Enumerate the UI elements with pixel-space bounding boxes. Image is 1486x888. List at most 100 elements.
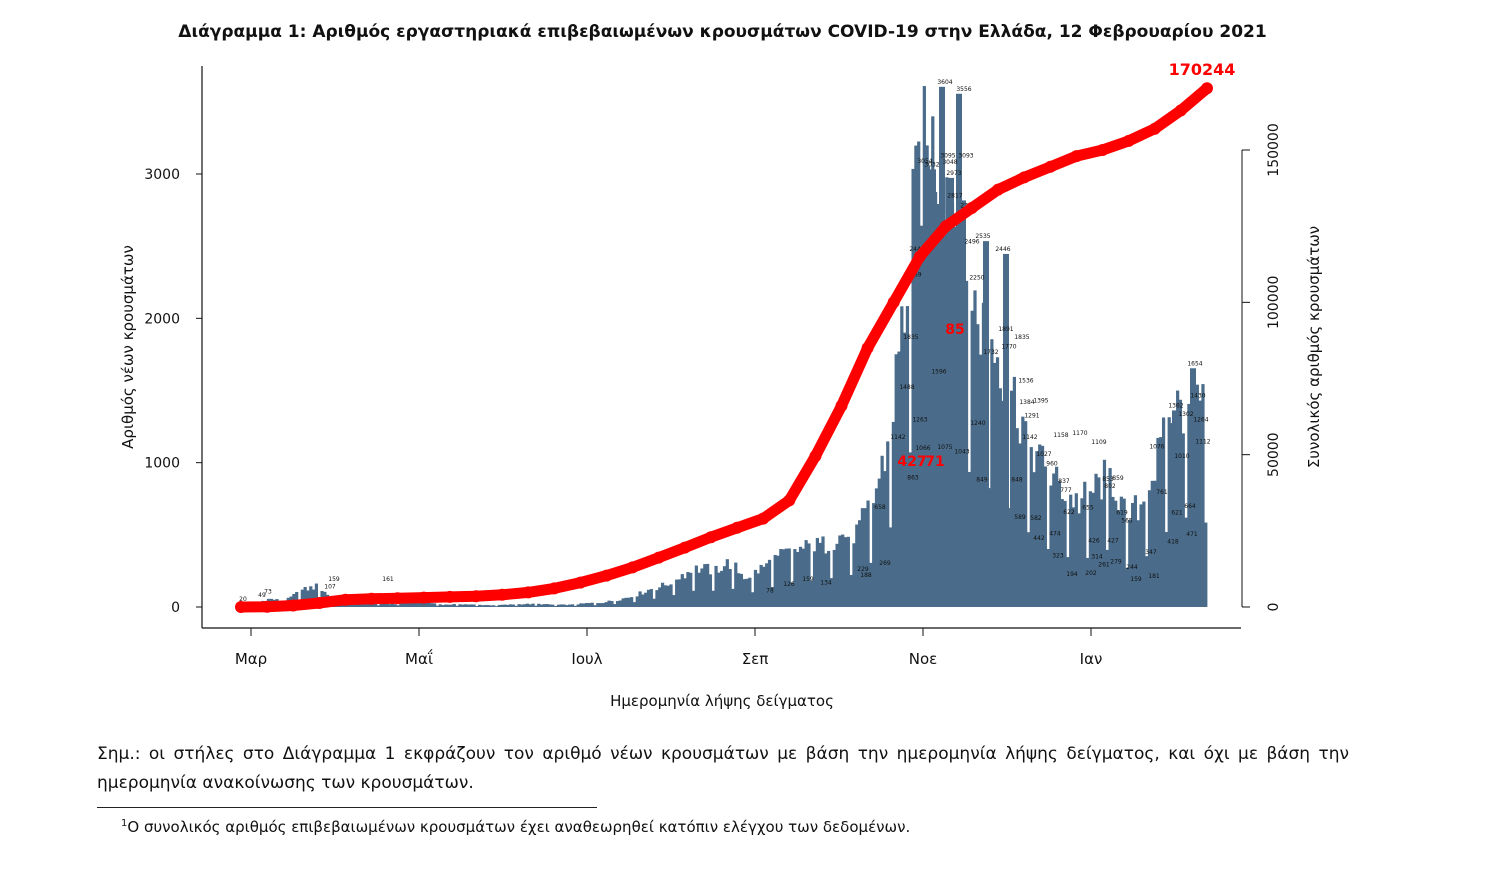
bar xyxy=(1018,443,1022,607)
bar xyxy=(970,310,974,607)
bar xyxy=(570,604,575,607)
bar xyxy=(739,573,743,607)
x-tick-label: Μαρ xyxy=(235,650,267,668)
bar-label: 802 xyxy=(1104,483,1116,490)
annotation-label: 85 xyxy=(945,322,964,338)
y-axis-label: Αριθμός νέων κρουσμάτων xyxy=(119,245,137,449)
bar xyxy=(1142,501,1146,607)
bar xyxy=(368,603,372,607)
bar xyxy=(860,508,865,607)
cumulative-point xyxy=(704,531,717,544)
bar xyxy=(838,535,842,607)
bar xyxy=(1111,496,1115,607)
bar xyxy=(300,589,304,607)
bar xyxy=(1055,466,1059,607)
bar xyxy=(593,605,597,607)
bar xyxy=(480,605,485,607)
bar xyxy=(573,605,577,607)
bar xyxy=(1049,485,1053,607)
cumulative-point xyxy=(1070,150,1083,163)
bar xyxy=(869,562,873,607)
bar xyxy=(669,584,673,607)
bar xyxy=(630,597,634,607)
bar xyxy=(1066,557,1070,607)
bar-label: 159 xyxy=(802,576,814,583)
bar xyxy=(812,551,817,607)
bar xyxy=(675,579,679,607)
bar xyxy=(742,579,746,607)
bar-label: 849 xyxy=(976,477,988,484)
bar xyxy=(717,572,721,607)
bar xyxy=(976,324,980,607)
bar xyxy=(1167,417,1171,607)
bar xyxy=(1172,410,1178,607)
bar xyxy=(773,554,777,607)
bar-label: 314 xyxy=(1091,554,1103,561)
bar xyxy=(427,602,431,607)
bar xyxy=(858,520,862,607)
bar xyxy=(309,586,313,607)
bar xyxy=(751,592,755,607)
bar-label: 2817 xyxy=(947,192,962,199)
x-axis-label: Ημερομηνία λήψης δείγματος xyxy=(610,692,834,710)
bar xyxy=(1052,473,1056,607)
bar xyxy=(908,452,912,607)
bar-label: 664 xyxy=(1184,503,1196,510)
bar-label: 3604 xyxy=(937,79,952,86)
bar xyxy=(998,388,1002,607)
bar xyxy=(711,590,715,607)
bar xyxy=(782,549,786,607)
bar-label: 20 xyxy=(239,596,247,603)
bar xyxy=(883,471,887,607)
bar xyxy=(461,604,465,607)
x-tick-label: Νοε xyxy=(909,650,938,668)
bar xyxy=(416,602,420,607)
bar xyxy=(804,540,808,607)
x-tick-label: Μαΐ xyxy=(405,648,433,668)
bar-label: 777 xyxy=(1060,487,1072,494)
bar xyxy=(1116,510,1121,607)
bar-label: 1010 xyxy=(1174,453,1189,460)
bar-label: 3048 xyxy=(942,159,957,166)
bar xyxy=(511,604,516,607)
bar-label: 1891 xyxy=(998,326,1013,333)
bar xyxy=(1178,399,1183,607)
bar xyxy=(551,604,555,607)
bar xyxy=(483,605,487,607)
bar-label: 202 xyxy=(1085,570,1097,577)
cumulative-point xyxy=(809,450,822,463)
bar xyxy=(658,587,662,607)
y2-tick-label: 150000 xyxy=(1266,123,1282,176)
cumulative-point xyxy=(913,250,926,263)
bar-label: 1142 xyxy=(890,434,905,441)
bar-label: 427 xyxy=(1107,537,1119,544)
bar-label: 837 xyxy=(1058,478,1070,485)
bar xyxy=(1147,490,1152,607)
footnote-marker: 1 xyxy=(121,818,128,829)
bar xyxy=(807,543,811,607)
bar xyxy=(373,602,378,607)
bar xyxy=(458,604,462,607)
bar xyxy=(990,339,994,607)
bar-label: 1109 xyxy=(1091,439,1106,446)
bar-label: 565 xyxy=(1121,518,1133,525)
bar xyxy=(587,603,592,607)
bar-label: 279 xyxy=(1110,559,1122,566)
bar xyxy=(525,603,530,607)
bar xyxy=(1119,496,1123,607)
bar xyxy=(644,592,648,607)
bar xyxy=(1094,473,1098,607)
bar-label: 1075 xyxy=(937,444,952,451)
bar-label: 1488 xyxy=(899,384,914,391)
bar-label: 474 xyxy=(1049,531,1061,538)
bar-labels-layer: 3604355630543032309530482973309328172748… xyxy=(239,79,1211,603)
bar xyxy=(559,604,563,607)
bar xyxy=(728,569,732,607)
bar xyxy=(1032,472,1036,607)
cumulative-point xyxy=(1122,134,1135,147)
bar-label: 3093 xyxy=(958,153,973,160)
bar xyxy=(590,602,594,607)
bar-label: 619 xyxy=(1116,510,1128,517)
bar xyxy=(1204,522,1208,607)
bar xyxy=(554,606,558,607)
